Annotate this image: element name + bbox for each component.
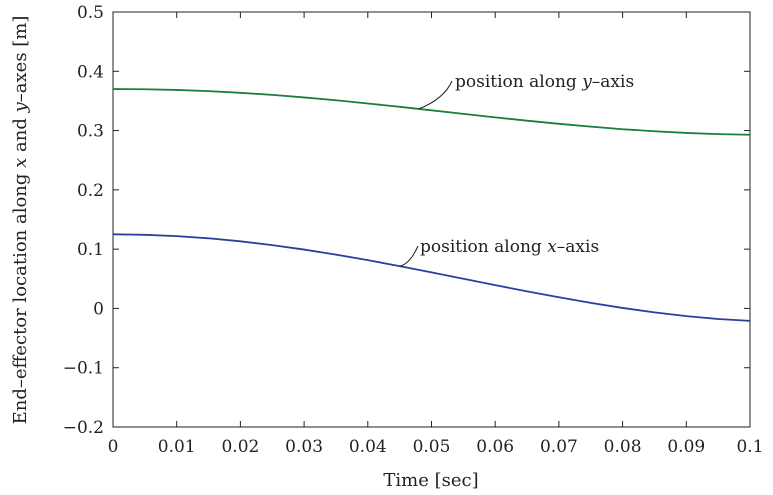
- x-axis-title: Time [sec]: [383, 470, 478, 491]
- x-tick-label: 0.1: [736, 437, 763, 457]
- y-tick-label: 0.4: [77, 62, 104, 82]
- x-tick-label: 0.08: [604, 437, 642, 457]
- ticks: 0 0.01 0.02 0.03 0.04 0.05 0.06 0.07 0.08 0.09 0.1…: [63, 3, 764, 457]
- y-tick-label: 0.1: [77, 240, 104, 260]
- x-tick-label: 0.03: [285, 437, 323, 457]
- annotation-x-annot: position along x–axis: [420, 237, 599, 257]
- series-line-y-position: [112, 88, 751, 136]
- x-tick-label: 0.04: [349, 437, 387, 457]
- x-tick-label: 0.02: [221, 437, 259, 457]
- y-tick-label: −0.2: [63, 418, 104, 438]
- x-tick-label: 0.07: [540, 437, 578, 457]
- x-tick-label: 0: [108, 437, 119, 457]
- annotation-y-annot: position along y–axis: [455, 72, 634, 92]
- x-tick-label: 0.09: [667, 437, 705, 457]
- y-tick-label: 0.5: [77, 3, 104, 23]
- series-line-x-position: [112, 233, 751, 322]
- y-tick-label: −0.1: [63, 359, 104, 379]
- x-tick-label: 0.01: [158, 437, 196, 457]
- y-tick-label: 0.2: [77, 181, 104, 201]
- x-tick-label: 0.06: [476, 437, 514, 457]
- plot-frame: [112, 11, 751, 428]
- series-layer: [112, 88, 751, 322]
- annotation-layer: position along y–axis position along x–ax…: [399, 72, 634, 267]
- annotation-leader-y-annot: [418, 80, 453, 110]
- annotation-leader-x-annot: [399, 245, 419, 267]
- x-tick-label: 0.05: [413, 437, 451, 457]
- y-tick-label: 0.3: [77, 122, 104, 142]
- y-axis-title: End–effector location along x and y–axes…: [10, 16, 31, 425]
- y-tick-label: 0: [93, 299, 104, 319]
